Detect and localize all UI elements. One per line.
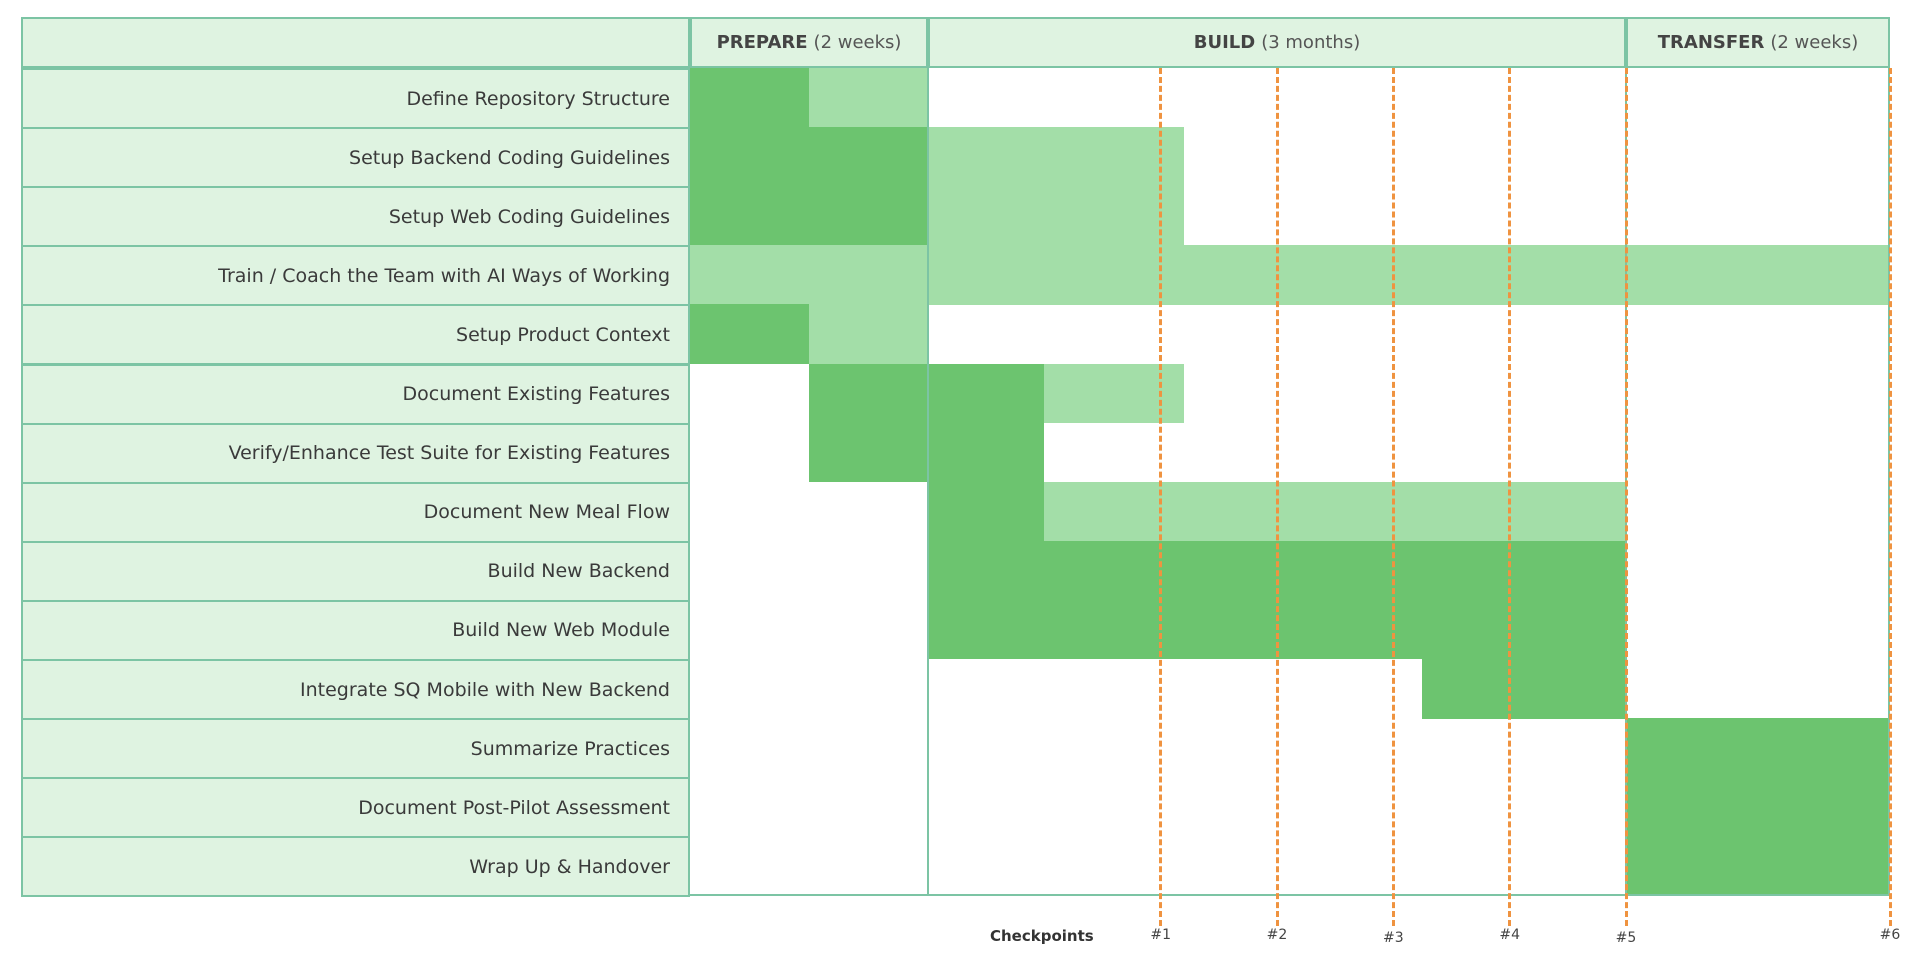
task-bar-dark [809,363,1045,424]
phase-duration: (3 months) [1261,32,1361,53]
task-label: Build New Backend [21,540,690,602]
task-bar-dark [1422,659,1626,719]
task-bar-dark [1626,836,1890,896]
phase-duration: (2 weeks) [813,32,902,53]
task-bar-light [928,186,1184,246]
task-bar-dark [809,422,1045,483]
checkpoint-line [1624,68,1628,926]
task-bar-dark [690,127,928,187]
checkpoint-line [1391,68,1395,926]
task-bar-dark [690,186,928,246]
task-bar-light [809,304,928,364]
task-bar-light [1044,363,1184,424]
checkpoint-line [1888,68,1892,926]
task-label: Train / Coach the Team with AI Ways of W… [21,245,690,307]
task-bar-dark [690,68,809,128]
task-label: Document New Meal Flow [21,481,690,543]
phase-header-build: BUILD (3 months) [928,17,1626,68]
task-label: Setup Web Coding Guidelines [21,186,690,248]
checkpoint-line [1275,68,1279,926]
task-label: Document Existing Features [21,363,690,425]
task-label: Build New Web Module [21,599,690,661]
checkpoint-line [1159,68,1163,926]
task-bar-light [809,68,928,128]
task-bar-dark [690,304,809,364]
checkpoint-label: #6 [1879,927,1901,943]
header-blank-cell [21,17,690,68]
checkpoint-label: #2 [1266,927,1288,943]
task-bar-light [1044,481,1626,542]
task-bar-dark [1626,777,1890,837]
chart-bottom-border [690,894,1890,897]
task-label: Integrate SQ Mobile with New Backend [21,659,690,721]
task-label: Setup Product Context [21,304,690,366]
phase-name: BUILD [1193,32,1256,53]
task-label: Document Post-Pilot Assessment [21,777,690,839]
task-bar-light [690,245,1890,305]
task-bar-dark [1626,718,1890,778]
task-bar-dark [928,481,1045,542]
task-label: Wrap Up & Handover [21,836,690,898]
phase-header-prepare: PREPARE (2 weeks) [690,17,928,68]
task-label: Setup Backend Coding Guidelines [21,127,690,189]
checkpoint-label: #5 [1615,930,1637,946]
checkpoint-line [1508,68,1512,926]
task-label: Verify/Enhance Test Suite for Existing F… [21,422,690,484]
phase-divider [927,68,929,896]
task-bar-light [928,127,1184,187]
checkpoints-title: Checkpoints [990,927,1094,945]
phase-duration: (2 weeks) [1770,32,1859,53]
phase-header-transfer: TRANSFER (2 weeks) [1626,17,1890,68]
task-label: Summarize Practices [21,718,690,780]
phase-name: PREPARE [716,32,808,53]
checkpoint-label: #1 [1150,927,1171,943]
checkpoint-label: #4 [1499,927,1520,943]
checkpoint-label: #3 [1383,930,1404,946]
phase-name: TRANSFER [1657,32,1765,53]
task-label: Define Repository Structure [21,68,690,130]
